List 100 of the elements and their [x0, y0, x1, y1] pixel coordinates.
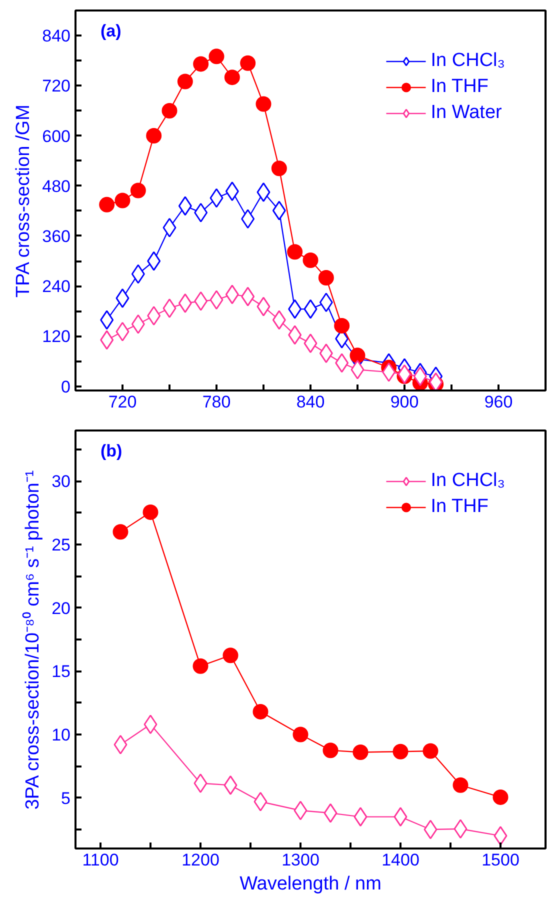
y-tick-label: 480	[42, 176, 71, 196]
point	[225, 182, 239, 202]
x-tick-label: 1200	[182, 850, 220, 870]
point	[452, 777, 468, 793]
point	[256, 296, 270, 316]
point	[194, 774, 208, 794]
point	[208, 48, 224, 64]
legend-label: In CHCl₃	[430, 50, 505, 72]
point	[114, 734, 128, 754]
point	[224, 775, 238, 795]
point	[142, 504, 158, 520]
point	[335, 353, 349, 373]
y-tick-label: 360	[42, 226, 71, 246]
point	[162, 218, 176, 238]
y-tick-label: 0	[61, 377, 71, 396]
y-tick-label: 20	[52, 598, 71, 618]
x-tick-label: 840	[296, 392, 325, 412]
point	[112, 524, 128, 540]
point	[272, 310, 286, 330]
point	[144, 714, 158, 734]
point	[287, 244, 303, 260]
point	[392, 744, 408, 760]
point	[256, 96, 272, 112]
point	[254, 792, 268, 812]
point	[454, 819, 468, 839]
point	[354, 807, 368, 827]
point	[99, 196, 115, 212]
x-tick-label: 1300	[282, 850, 320, 870]
point	[192, 658, 208, 674]
point	[288, 299, 302, 319]
point	[429, 372, 443, 390]
point	[146, 128, 162, 144]
point	[319, 344, 333, 364]
x-tick-label: 780	[202, 392, 231, 412]
point	[210, 188, 224, 208]
point	[100, 310, 114, 330]
point	[318, 270, 334, 286]
point	[302, 252, 318, 268]
legend-label: In THF	[430, 496, 488, 518]
point	[147, 306, 161, 326]
point	[131, 264, 145, 284]
y-tick-label: 600	[42, 126, 71, 146]
point	[304, 334, 318, 354]
point	[288, 325, 302, 345]
point	[116, 322, 130, 342]
point	[324, 803, 338, 823]
point	[398, 364, 412, 384]
point	[292, 726, 308, 742]
legend-label: In CHCl₃	[430, 470, 505, 492]
point	[114, 192, 130, 208]
point	[413, 366, 427, 386]
point	[271, 160, 287, 176]
y-tick-label: 120	[42, 327, 71, 346]
point	[394, 807, 408, 827]
y-tick-label: 5	[61, 788, 71, 808]
y-axis-title: TPA cross-section /GM	[13, 104, 34, 298]
point	[162, 102, 178, 118]
point	[178, 293, 192, 313]
point	[193, 56, 209, 72]
point	[147, 251, 161, 271]
point	[241, 286, 255, 306]
point	[294, 800, 308, 820]
x-tick-label: 900	[390, 392, 419, 412]
point	[424, 820, 438, 840]
point	[241, 209, 255, 229]
point	[422, 743, 438, 759]
point	[225, 284, 239, 304]
point	[252, 704, 268, 720]
point	[210, 290, 224, 310]
annotation: (b)	[100, 442, 122, 460]
point	[256, 182, 270, 202]
x-tick-label: 1400	[382, 850, 420, 870]
point	[494, 826, 508, 846]
point	[178, 196, 192, 216]
y-axis-title: 3PA cross-section/10⁻⁸⁰ cm⁶ s⁻¹ photon⁻¹	[22, 470, 44, 810]
point	[116, 288, 130, 308]
point	[350, 360, 364, 380]
point	[382, 362, 396, 382]
point	[304, 299, 318, 319]
legend-label: In THF	[430, 76, 488, 98]
point	[492, 789, 508, 805]
legend-label: In Water	[430, 102, 502, 124]
y-tick-label: 10	[52, 726, 71, 744]
point	[162, 298, 176, 318]
point	[350, 348, 366, 364]
point	[131, 314, 145, 334]
annotation: (a)	[100, 22, 122, 40]
point	[194, 291, 208, 311]
x-tick-label: 960	[484, 392, 513, 412]
point	[319, 292, 333, 312]
point	[334, 318, 350, 334]
x-tick-label: 1500	[482, 850, 520, 870]
point	[352, 744, 368, 760]
point	[194, 202, 208, 222]
y-tick-label: 30	[52, 472, 71, 492]
x-tick-label: 720	[108, 392, 137, 412]
y-tick-label: 720	[42, 76, 71, 96]
point	[322, 742, 338, 758]
point	[222, 648, 238, 664]
y-tick-label: 25	[52, 536, 71, 554]
